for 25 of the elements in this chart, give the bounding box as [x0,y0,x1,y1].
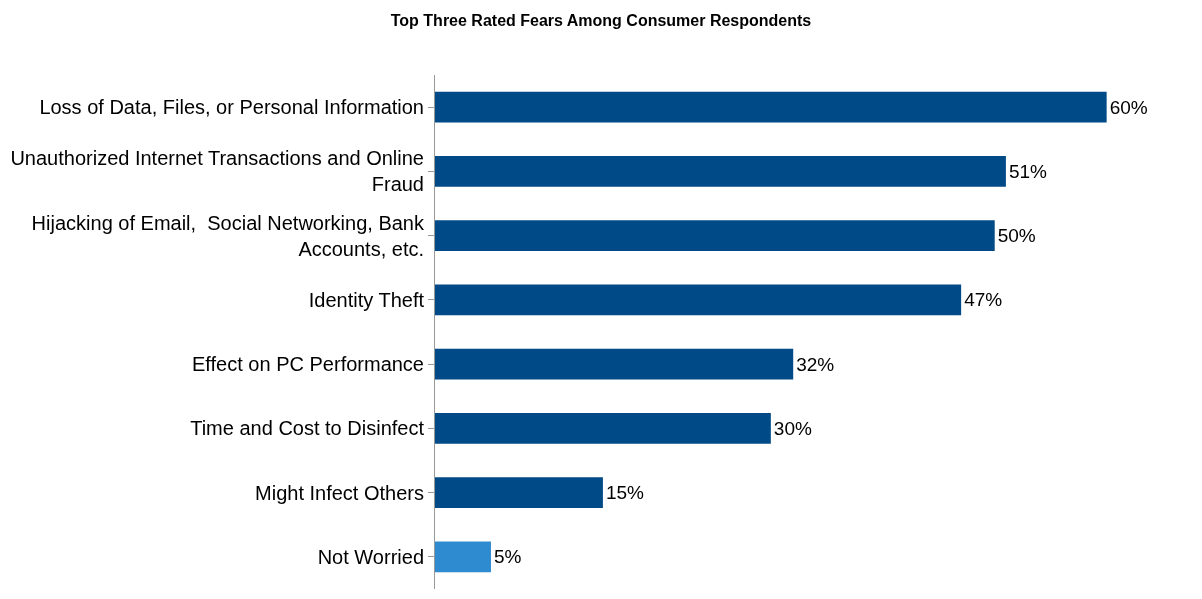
bar [435,220,995,252]
bar [435,91,1107,123]
data-label: 5% [493,546,522,568]
data-label: 50% [997,225,1036,247]
y-tick-label: Effect on PC Performance [192,353,424,376]
bar [435,541,491,573]
bar [435,348,794,380]
data-label: 30% [773,417,812,439]
chart-title: Top Three Rated Fears Among Consumer Respondents [390,12,812,30]
data-label: 60% [1109,96,1148,118]
bar [435,412,771,444]
y-tick-label: Unauthorized Internet Transactions and Online Fraud [10,147,424,196]
data-label: 32% [796,353,835,375]
y-tick-label: Hijacking of Email, Social Networking, Bank Accounts, etc. [31,211,425,260]
data-label: 51% [1008,160,1048,182]
data-label: 47% [964,289,1003,311]
y-tick-label: Not Worried [317,545,424,568]
bar [435,284,962,316]
bar [435,477,603,509]
y-tick-label: Identity Theft [308,288,425,311]
data-label: 15% [605,482,645,504]
y-tick-label: Time and Cost to Disinfect [190,417,425,440]
y-tick-label: Might Infect Others [255,481,424,504]
bar [435,155,1006,187]
y-tick-label: Loss of Data, Files, or Personal Information [39,96,424,119]
